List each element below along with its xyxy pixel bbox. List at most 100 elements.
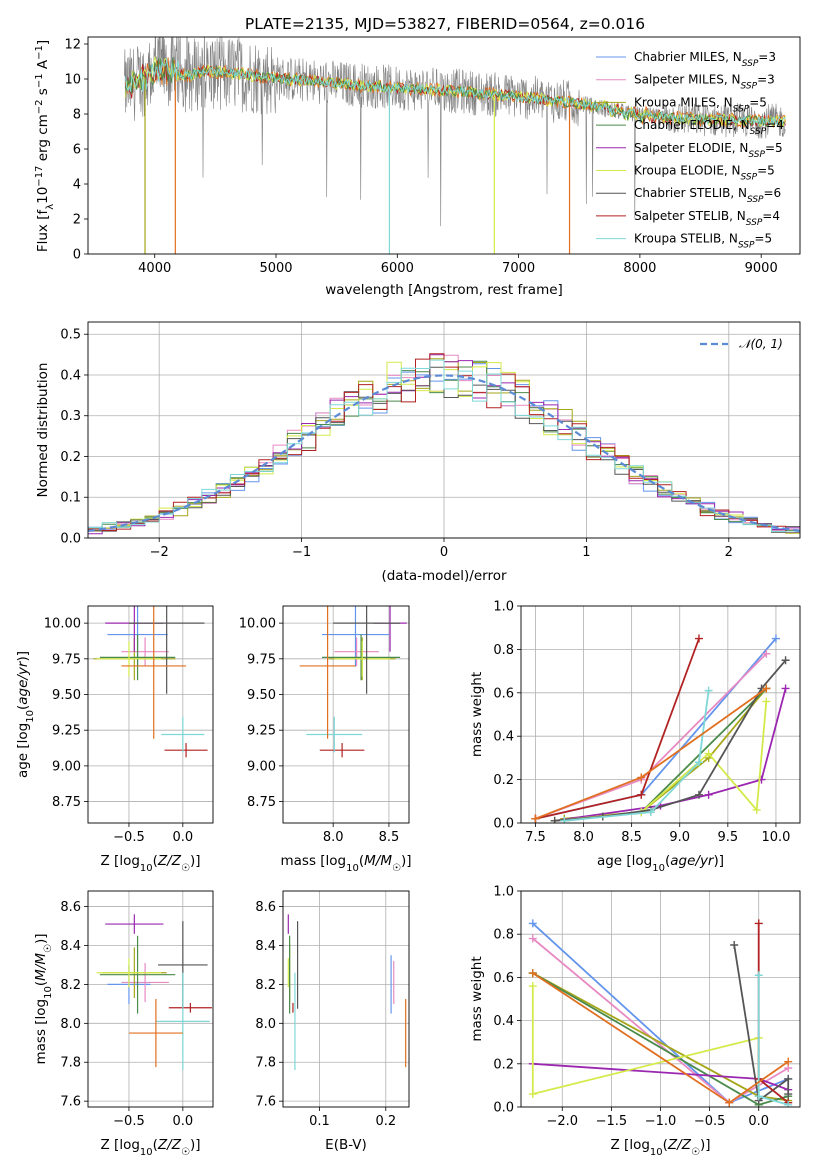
- errorbar-point: [334, 640, 391, 677]
- spectrum-lines: [124, 37, 786, 254]
- errorbar-point: [99, 935, 176, 1014]
- weight-marker: [730, 941, 739, 949]
- weight-marker: [694, 790, 703, 799]
- mass-vs-ebv-panel: 0.1 0.2 7.6 7.8 8.0 8.2 8.4 8.6 E(B-V): [255, 890, 410, 1153]
- x-axis-label: Z [log10(Z/Z☉)]: [611, 1137, 711, 1158]
- x-tick-label: 0.1: [309, 1114, 330, 1129]
- x-tick-label: −1.5: [596, 1114, 628, 1129]
- weight-marker: [637, 773, 646, 782]
- weight-series: [528, 919, 793, 1107]
- weight-marker: [762, 684, 771, 693]
- legend-label: Chabrier ELODIE, NSSP=4: [634, 118, 784, 137]
- y-tick-label: 0.8: [493, 928, 514, 943]
- y-tick-label: 9.25: [52, 724, 81, 739]
- x-tick-label: 8.5: [621, 830, 642, 845]
- legend-label: Salpeter STELIB, NSSP=4: [634, 209, 780, 228]
- plot-frame: [87, 321, 801, 539]
- weight-marker: [754, 919, 763, 928]
- x-tick-label: 1: [582, 545, 590, 560]
- y-tick-label: 0.6: [493, 971, 514, 986]
- y-tick-label: 8.0: [255, 1017, 276, 1032]
- x-axis-label: wavelength [Angstrom, rest frame]: [325, 282, 563, 298]
- x-tick-label: −1.0: [645, 1114, 677, 1129]
- errorbar-point: [155, 972, 210, 1071]
- errorbars: [299, 606, 407, 758]
- y-tick-label: 8.0: [60, 1017, 81, 1032]
- y-tick-label: 8.6: [255, 900, 276, 915]
- mass-vs-metallicity-panel: −0.5 0.0 7.6 7.8 8.0 8.2 8.4 8.6 Z [log10(Z/Z☉)]…: [33, 890, 214, 1158]
- errorbar-point: [319, 743, 365, 758]
- weight-marker: [528, 1090, 537, 1099]
- y-tick-label: 0.0: [60, 532, 81, 547]
- x-tick-label: 6000: [381, 261, 414, 276]
- y-tick-label: 10.00: [44, 617, 81, 632]
- errorbar-point: [299, 606, 356, 739]
- y-tick-label: 0.4: [493, 1014, 514, 1029]
- weight-marker: [528, 919, 537, 928]
- spectrum-panel: 4000 5000 6000 7000 8000 9000 0 2 4 6 8 10 12 wavelen…: [34, 36, 801, 298]
- weight-marker: [752, 805, 761, 814]
- y-axis-label: age [log10(age/yr)]: [15, 651, 36, 778]
- x-tick-label: 8.5: [379, 830, 400, 845]
- y-tick-label: 8: [73, 108, 81, 123]
- errorbar-point: [322, 634, 401, 681]
- y-tick-label: 8.2: [255, 978, 276, 993]
- weight-marker: [781, 656, 790, 665]
- y-tick-label: 0.0: [493, 817, 514, 832]
- y-tick-label: 12: [64, 38, 81, 53]
- x-axis-label: mass [log10(M/M☉)]: [280, 853, 411, 874]
- x-tick-label: 8.0: [323, 830, 344, 845]
- legend-label: Salpeter MILES, NSSP=3: [634, 73, 775, 92]
- y-tick-label: 0.0: [493, 1101, 514, 1116]
- errorbars: [287, 914, 407, 1071]
- x-tick-label: 8000: [623, 261, 656, 276]
- x-tick-label: 10.0: [761, 830, 790, 845]
- y-tick-label: 6: [73, 143, 81, 158]
- age-vs-metallicity-panel: −0.5 0.0 8.75 9.00 9.25 9.50 9.75 10.00 Z [log10…: [15, 605, 214, 874]
- x-tick-label: 8.0: [573, 830, 594, 845]
- figure-title: PLATE=2135, MJD=53827, FIBERID=0564, z=0…: [245, 15, 645, 33]
- weight-marker: [704, 749, 713, 758]
- y-tick-label: 8.6: [60, 900, 81, 915]
- weight-marker: [781, 684, 790, 693]
- weight-marker: [784, 1100, 793, 1107]
- x-axis-label: Z [log10(Z/Z☉)]: [101, 1137, 201, 1158]
- y-tick-label: 9.00: [247, 759, 276, 774]
- y-tick-label: 0.8: [493, 643, 514, 658]
- model-spectrum-line: [125, 56, 786, 128]
- weight-marker: [784, 1074, 793, 1083]
- x-tick-label: −0.5: [694, 1114, 726, 1129]
- legend: Chabrier MILES, NSSP=3 Salpeter MILES, NS…: [596, 50, 784, 251]
- mass-weight-vs-age-panel: 7.5 8.0 8.5 9.0 9.5 10.0 0.0 0.2 0.4 0.6 0.8 1.0 age…: [469, 600, 801, 874]
- y-tick-label: 0.4: [60, 368, 81, 383]
- data-spectrum-line: [124, 37, 786, 227]
- plot-frame: [87, 605, 214, 824]
- errorbars: [96, 914, 212, 1071]
- plot-frame: [282, 605, 410, 824]
- y-tick-label: 0.2: [60, 450, 81, 465]
- errorbar-point: [168, 1002, 212, 1013]
- y-tick-label: 0.5: [60, 328, 81, 343]
- y-tick-label: 0.3: [60, 409, 81, 424]
- weight-marker: [704, 790, 713, 799]
- y-axis-label: mass weight: [469, 956, 485, 1041]
- y-tick-label: 10: [64, 73, 81, 88]
- x-tick-label: 4000: [138, 261, 171, 276]
- weight-marker: [754, 1092, 763, 1101]
- normal-reference-curve: [88, 374, 800, 532]
- weight-marker: [528, 982, 537, 991]
- weight-marker: [762, 649, 771, 658]
- histogram-steps: [88, 353, 800, 535]
- weight-marker: [784, 1090, 793, 1099]
- x-tick-label: 0.0: [172, 830, 193, 845]
- errorbar-point: [322, 606, 389, 667]
- weight-series-line: [754, 971, 793, 1107]
- y-tick-label: 7.6: [255, 1095, 276, 1110]
- y-axis-label: mass [log10(M/M☉)]: [33, 933, 54, 1064]
- weight-marker: [725, 1098, 734, 1107]
- y-tick-label: 8.75: [247, 795, 276, 810]
- y-tick-label: 0.1: [60, 491, 81, 506]
- weight-marker: [528, 934, 537, 943]
- y-tick-label: 0.4: [493, 730, 514, 745]
- y-axis-label: Flux [fλ10−17 erg cm−2 s−1 A−1]: [34, 40, 56, 252]
